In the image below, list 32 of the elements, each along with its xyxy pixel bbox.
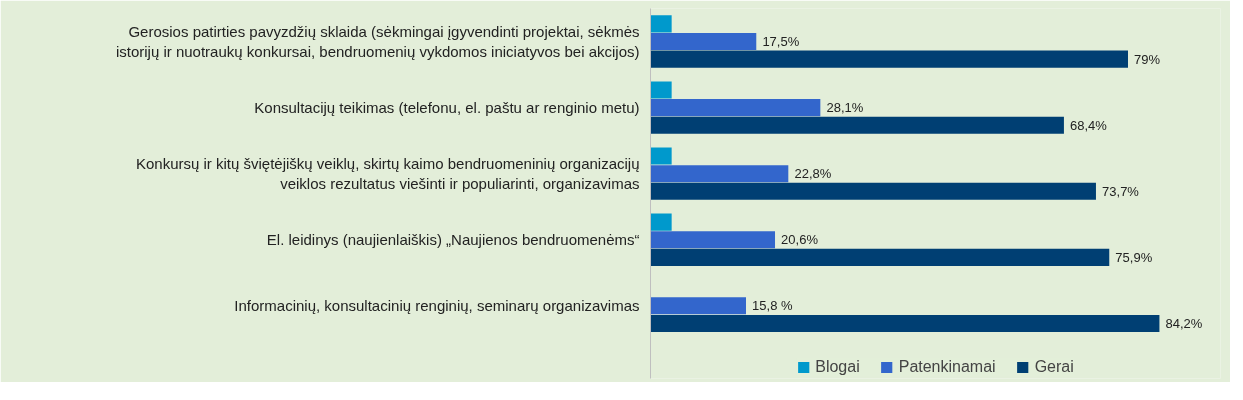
data-label: 84,2% — [1165, 315, 1203, 331]
y-tick-label: Konkursų ir kitų šviętėjiškų veiklų, skirtų kaimo bendruomeninių organizacijų veiklos rezultatus viešinti ir populiarinti, organizavimas — [135, 154, 640, 193]
bar — [650, 116, 1064, 134]
bar — [650, 314, 1160, 332]
bar — [650, 182, 1096, 200]
data-label: 75,9% — [1115, 249, 1153, 265]
data-label: 17,5% — [762, 34, 800, 50]
bar — [650, 297, 746, 315]
bar — [650, 147, 672, 165]
y-tick-label: Gerosios patirties pavyzdžių sklaida (sėkmingai įgyvendinti projektai, sėkmės istorijų ir nuotraukų konkursai, bendruomenių vykdomos iniciatyvos bei akcijos) — [115, 22, 640, 61]
data-label: 28,1% — [826, 100, 864, 116]
bar — [650, 99, 821, 117]
bar — [650, 248, 1110, 266]
legend-label: Patenkinamai — [898, 358, 996, 376]
data-label: 22,8% — [794, 166, 832, 182]
bar — [650, 81, 672, 99]
y-tick-label: Informacinių, konsultacinių renginių, seminarų organizavimas — [234, 297, 640, 315]
y-tick-label: El. leidinys (naujienlaiškis) „Naujienos bendruomenėms“ — [266, 231, 640, 249]
bar — [650, 32, 757, 51]
bar — [650, 231, 776, 249]
data-label: 79% — [1134, 51, 1161, 67]
data-label: 73,7% — [1102, 183, 1140, 199]
legend-label: Gerai — [1034, 358, 1074, 376]
data-label: 20,6% — [781, 232, 819, 248]
data-label: 68,4% — [1070, 117, 1108, 133]
bar — [650, 213, 672, 231]
bar — [650, 50, 1128, 68]
y-tick-label: Konsultacijų teikimas (telefonu, el. paštu ar renginio metu) — [254, 99, 640, 117]
bar — [650, 165, 789, 183]
data-label: 15,8 % — [752, 298, 794, 314]
bar — [650, 15, 672, 33]
legend-label: Blogai — [815, 358, 860, 376]
